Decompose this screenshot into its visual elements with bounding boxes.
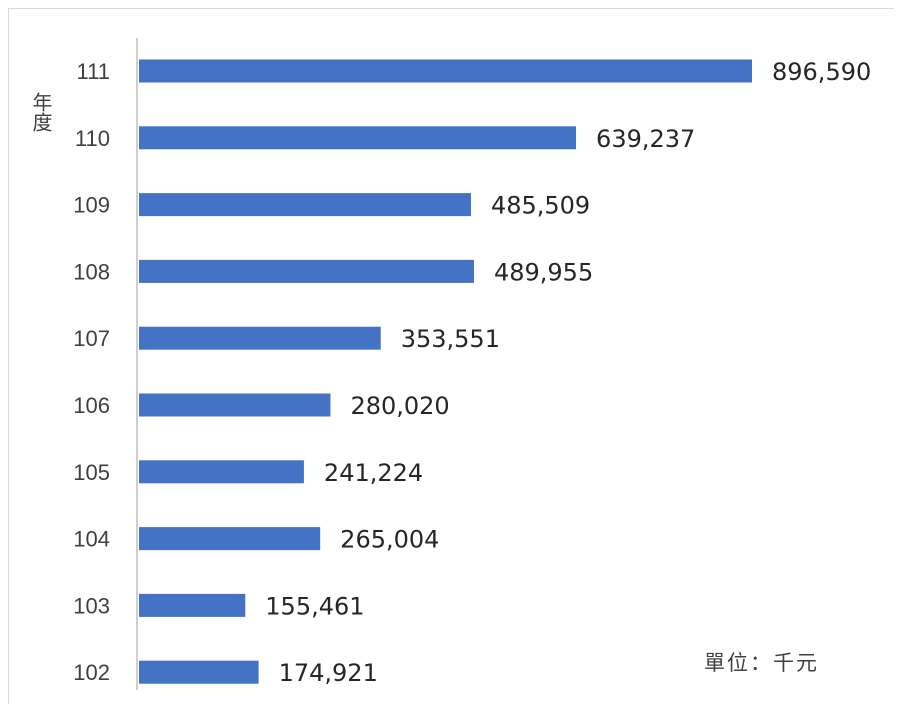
- data-label: 353,551: [401, 325, 500, 353]
- category-tick-label: 111: [77, 59, 110, 84]
- bar: [139, 593, 246, 617]
- bar: [139, 660, 259, 684]
- category-tick-label: 102: [73, 660, 110, 685]
- bar: [139, 393, 331, 417]
- category-tick-label: 106: [73, 393, 110, 418]
- category-tick-label: 108: [73, 259, 110, 284]
- bar: [139, 193, 471, 217]
- data-label: 639,237: [596, 125, 695, 153]
- chart-frame: [8, 8, 894, 704]
- category-tick-label: 110: [75, 126, 110, 151]
- data-label: 485,509: [491, 192, 590, 220]
- unit-note: 單位：千元: [704, 651, 819, 675]
- data-label: 489,955: [494, 258, 593, 286]
- bars-group: 111 896,590 110 639,237 109 485,509 108 489,955…: [73, 58, 871, 687]
- category-tick-label: 107: [73, 326, 110, 351]
- data-label: 174,921: [279, 659, 378, 687]
- data-label: 241,224: [324, 459, 423, 487]
- data-label: 896,590: [772, 58, 871, 86]
- bar: [139, 59, 752, 83]
- data-label: 280,020: [350, 392, 449, 420]
- bar: [139, 126, 577, 150]
- category-tick-label: 103: [73, 593, 110, 618]
- category-tick-label: 105: [73, 460, 110, 485]
- y-axis-label: 年度: [29, 92, 53, 132]
- data-label: 155,461: [265, 592, 364, 620]
- data-label: 265,004: [340, 526, 439, 554]
- bar: [139, 326, 381, 350]
- bar: [139, 259, 474, 283]
- category-tick-label: 104: [73, 527, 110, 552]
- category-tick-label: 109: [73, 193, 110, 218]
- bar: [139, 527, 321, 551]
- bar: [139, 460, 304, 484]
